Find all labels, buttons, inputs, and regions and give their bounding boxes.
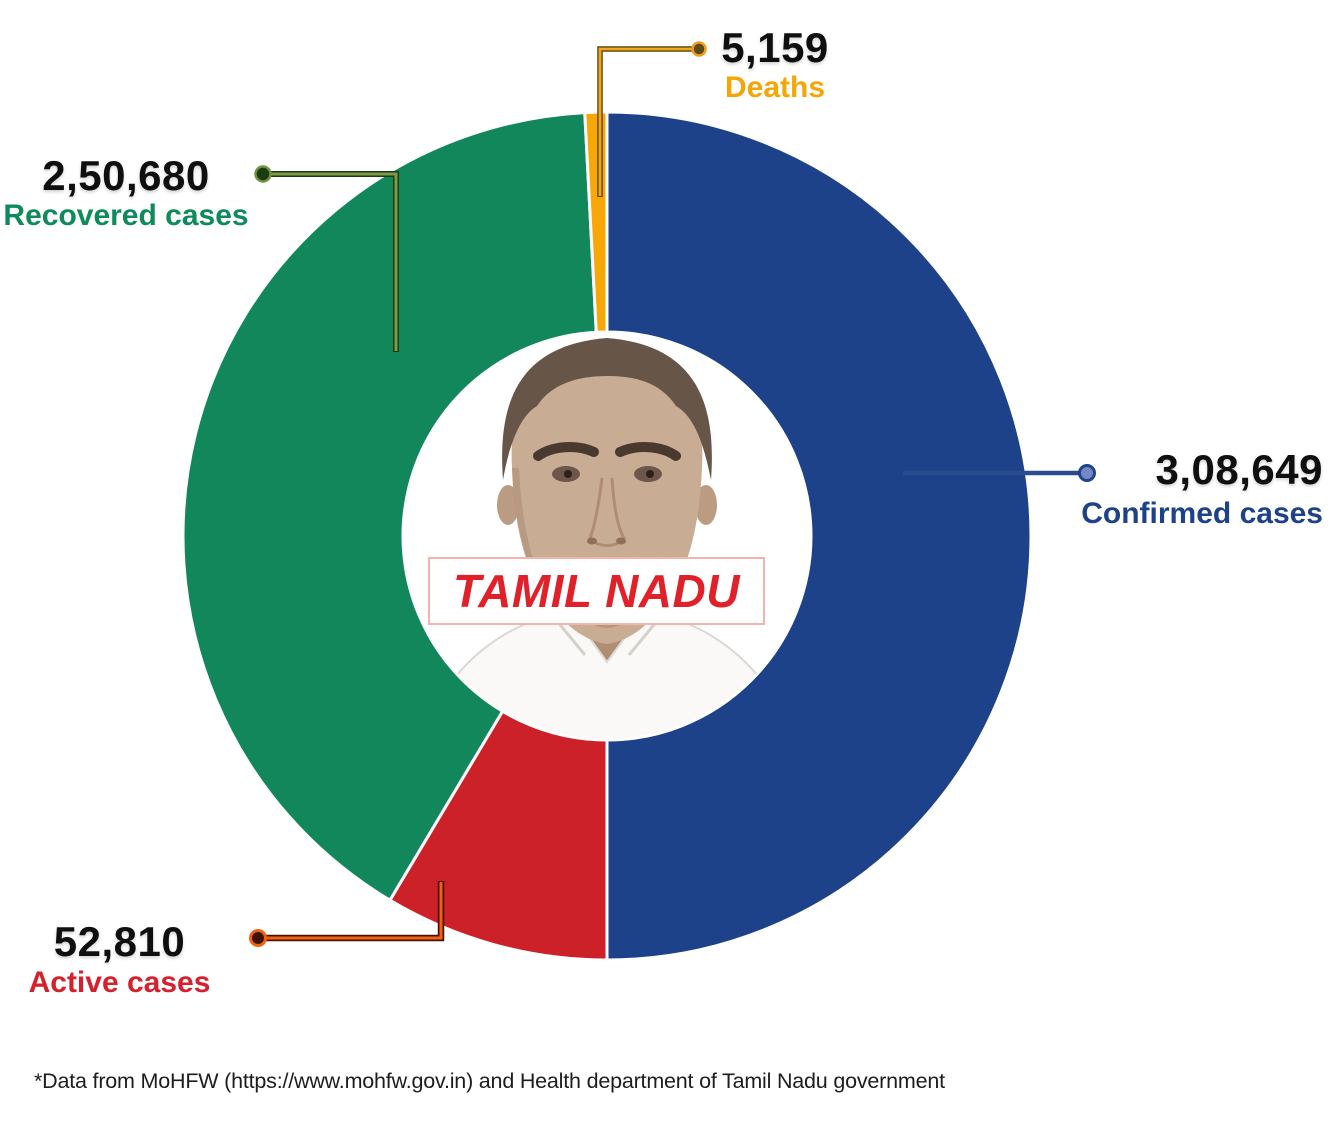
deaths-leader-line: [598, 47, 693, 196]
state-name-banner: TAMIL NADU: [428, 557, 765, 625]
active-label-block: 52,810 Active cases: [18, 918, 221, 999]
callout-deaths: [597, 41, 707, 197]
deaths-leader-dot: [691, 41, 707, 57]
confirmed-label: Confirmed cases: [1081, 497, 1323, 530]
deaths-value: 5,159: [721, 24, 829, 71]
callout-active: [249, 881, 445, 947]
confirmed-value: 3,08,649: [1155, 446, 1323, 493]
active-leader-line: [266, 882, 443, 940]
portrait-hair: [502, 338, 712, 480]
active-leader-dot: [249, 929, 267, 947]
state-name-text: TAMIL NADU: [453, 565, 740, 617]
recovered-label-block: 2,50,680 Recovered cases: [0, 152, 252, 232]
recovered-label: Recovered cases: [3, 199, 249, 232]
portrait-ear-right: [695, 485, 717, 525]
portrait-nostril-left: [587, 537, 597, 545]
portrait-eyebrow-left: [533, 442, 599, 461]
portrait-eyebrow-right: [615, 442, 681, 461]
callout-confirmed: [903, 464, 1096, 482]
callout-recovered: [254, 165, 399, 352]
confirmed-leader-dot: [1078, 464, 1096, 482]
portrait-nostril-right: [616, 537, 626, 545]
deaths-label: Deaths: [724, 71, 826, 104]
data-source-footnote: *Data from MoHFW (https://www.mohfw.gov.…: [34, 1069, 945, 1093]
recovered-leader-dot: [254, 165, 272, 183]
active-label: Active cases: [28, 966, 211, 999]
portrait-nose: [588, 477, 626, 547]
portrait-ear-left: [497, 485, 519, 525]
portrait-cheek-shade: [512, 468, 548, 602]
portrait-pupil-right: [646, 470, 654, 478]
recovered-value: 2,50,680: [42, 152, 210, 199]
deaths-label-block: 5,159 Deaths: [690, 24, 860, 104]
active-value: 52,810: [53, 918, 186, 965]
confirmed-label-block: 3,08,649 Confirmed cases: [1023, 446, 1323, 530]
donut-slices: [181, 110, 1033, 962]
portrait-pupil-left: [564, 470, 572, 478]
recovered-leader-line: [271, 172, 398, 351]
